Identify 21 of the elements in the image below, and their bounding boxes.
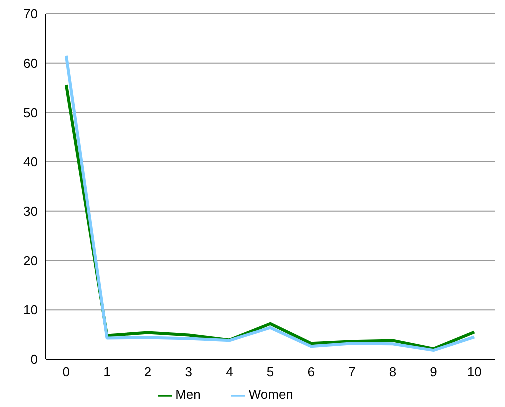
legend-label: Women	[248, 387, 294, 402]
y-tick-label: 30	[24, 204, 38, 220]
x-tick-label: 0	[62, 364, 70, 380]
x-tick-label: 2	[144, 364, 152, 380]
y-tick-label: 0	[30, 352, 38, 368]
x-tick-label: 5	[266, 364, 274, 380]
x-tick-label: 9	[430, 364, 438, 380]
y-tick-label: 50	[24, 105, 38, 120]
y-tick-label: 60	[24, 56, 38, 71]
y-tick-label: 40	[24, 154, 38, 170]
x-tick-label: 10	[467, 364, 482, 380]
x-tick-label: 3	[185, 364, 192, 380]
y-tick-label: 20	[24, 253, 38, 268]
x-tick-label: 4	[226, 364, 234, 380]
legend-label: Men	[176, 387, 201, 402]
x-tick-label: 8	[389, 364, 397, 380]
x-tick-label: 7	[348, 364, 356, 380]
x-tick-label: 1	[104, 364, 111, 380]
x-tick-label: 6	[308, 364, 315, 380]
y-tick-label: 70	[24, 6, 38, 22]
y-tick-label: 10	[24, 302, 38, 318]
